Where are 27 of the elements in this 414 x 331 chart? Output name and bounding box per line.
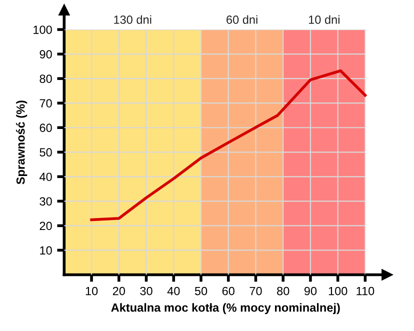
x-tick-label: 110 — [356, 286, 374, 296]
y-tick-label: 20 — [40, 222, 52, 230]
y-tick-label: 30 — [40, 197, 52, 206]
x-tick-label: 80 — [277, 286, 290, 296]
band-label: 130 dni — [114, 15, 152, 24]
y-tick-label: 70 — [40, 99, 52, 108]
band-label: 60 dni — [226, 15, 258, 24]
y-tick-label: 50 — [40, 148, 52, 157]
y-tick-label: 60 — [40, 124, 52, 132]
x-tick-label: 20 — [112, 286, 126, 296]
x-tick-label: 30 — [140, 286, 152, 296]
y-axis-title: Sprawność (%) — [16, 100, 28, 184]
band-label: 10 dni — [308, 15, 340, 24]
y-tick-label: 90 — [40, 50, 52, 58]
x-axis-title: Aktualna moc kotła (% mocy nominalnej) — [111, 303, 340, 314]
line-series — [90, 69, 367, 222]
x-tick-label: 10 — [86, 286, 98, 296]
y-tick-label: 40 — [40, 172, 52, 182]
x-tick-label: 50 — [194, 286, 208, 296]
y-tick-label: 100 — [34, 26, 52, 34]
x-tick-label: 60 — [222, 286, 234, 296]
y-tick-label: 10 — [40, 246, 52, 255]
x-tick-label: 40 — [167, 286, 180, 296]
x-tick-label: 90 — [304, 286, 317, 296]
x-tick-label: 100 — [328, 286, 348, 296]
y-tick-label: 80 — [40, 74, 52, 83]
x-tick-label: 70 — [250, 286, 262, 296]
